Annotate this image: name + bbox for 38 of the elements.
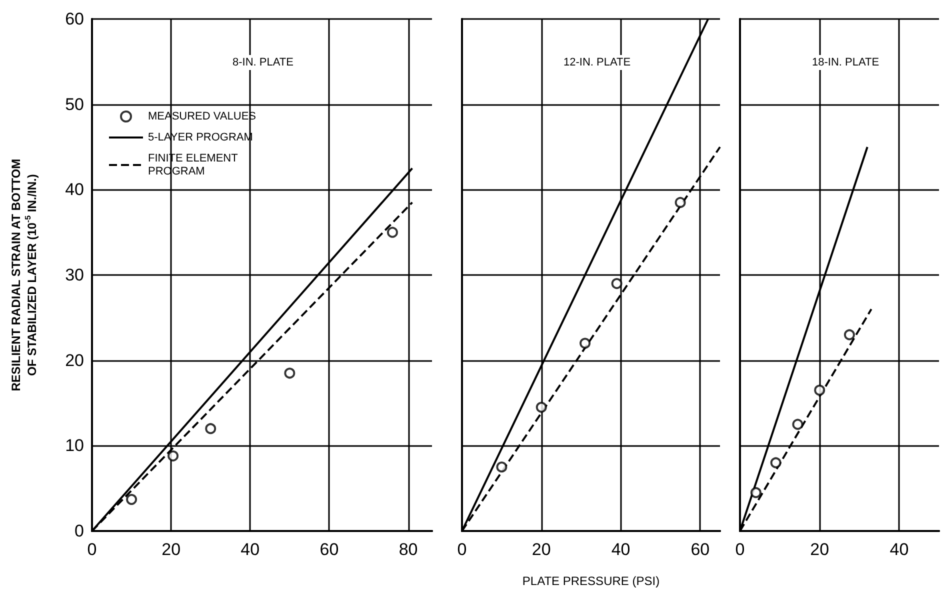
point	[126, 494, 138, 505]
x-axis-title: PLATE PRESSURE (PSI)	[522, 574, 660, 588]
x-tick-label: 0	[87, 540, 97, 559]
point	[674, 196, 686, 208]
x-tick-label: 20	[532, 540, 551, 559]
point	[496, 462, 508, 472]
y-tick-label: 20	[65, 350, 84, 370]
point	[386, 226, 398, 238]
x-tick-label: 40	[890, 540, 909, 559]
y-tick-label: 30	[65, 266, 84, 284]
text: 12-IN. PLATE	[563, 56, 631, 68]
y-tick-label: 50	[65, 94, 84, 114]
y-tick-label: 10	[65, 436, 84, 456]
point	[580, 338, 591, 349]
point	[814, 384, 826, 396]
point	[168, 450, 179, 462]
x-tick-label: 20	[810, 540, 830, 559]
text: 8-IN. PLATE	[232, 56, 294, 68]
point	[844, 329, 855, 340]
x-tick-label: 40	[611, 540, 630, 559]
x-tick-label: 0	[735, 540, 745, 559]
y-tick-label: 0	[74, 522, 84, 540]
y-tick-label: 40	[65, 180, 84, 200]
text: 18-IN. PLATE	[812, 56, 880, 68]
x-tick-label: 60	[320, 540, 339, 559]
point	[611, 278, 622, 290]
point	[205, 423, 216, 434]
point	[750, 487, 762, 498]
y-tick-label: 60	[65, 10, 84, 28]
x-tick-label: 20	[162, 540, 181, 559]
x-tick-label: 0	[457, 540, 467, 559]
point	[792, 418, 804, 430]
point	[770, 457, 782, 468]
x-tick-label: 80	[398, 540, 418, 559]
x-tick-label: 60	[690, 540, 710, 559]
point	[536, 402, 547, 413]
point	[284, 368, 296, 379]
x-tick-label: 40	[240, 540, 260, 559]
